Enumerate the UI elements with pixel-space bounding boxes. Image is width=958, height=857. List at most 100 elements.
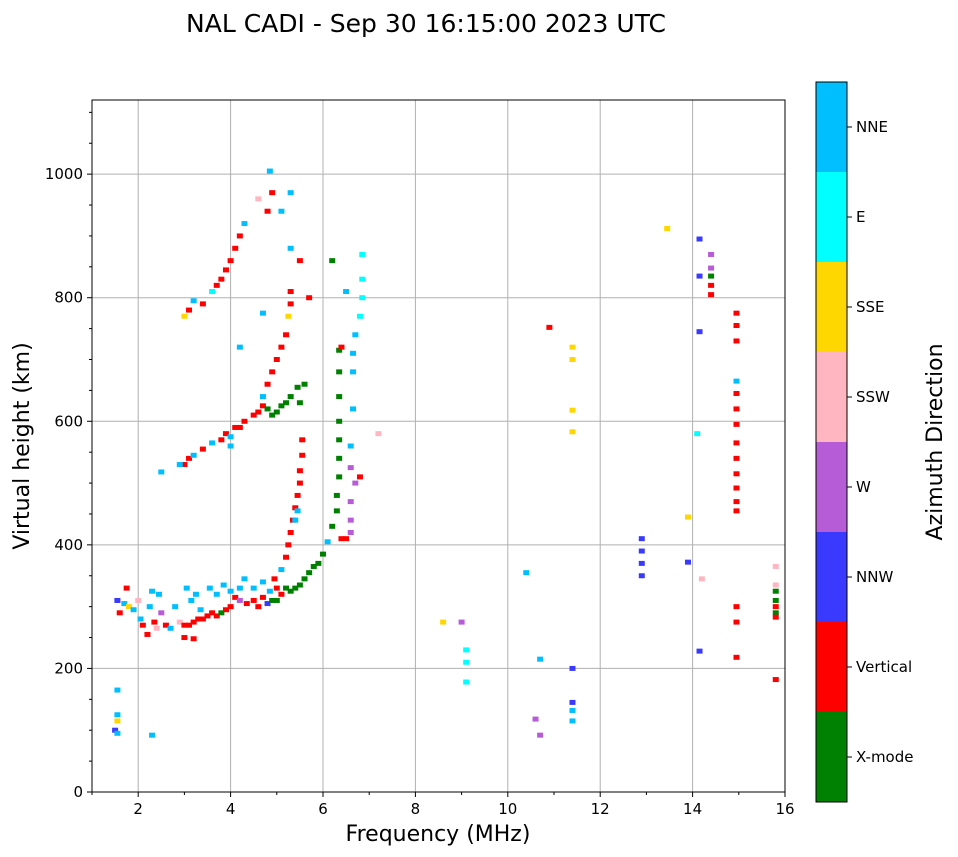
data-point	[259, 594, 266, 600]
data-point	[356, 474, 363, 480]
data-point	[209, 610, 216, 616]
data-point	[278, 344, 285, 350]
data-point	[664, 226, 671, 232]
data-point	[458, 619, 465, 625]
data-point	[121, 601, 128, 607]
data-point	[336, 394, 343, 400]
data-point	[186, 455, 193, 461]
colorbar-tick-label: NNW	[856, 568, 893, 586]
colorbar-segment	[816, 82, 847, 172]
data-point	[151, 619, 158, 625]
data-point	[733, 440, 740, 446]
data-point	[310, 563, 317, 569]
chart-title: NAL CADI - Sep 30 16:15:00 2023 UTC	[186, 9, 666, 38]
y-tick-label: 200	[54, 659, 83, 677]
data-point	[213, 613, 220, 619]
colorbar-tick-label: X-mode	[856, 748, 913, 766]
data-point	[523, 570, 530, 576]
data-point	[112, 727, 119, 733]
data-point	[772, 610, 779, 616]
colorbar-segment	[816, 532, 847, 622]
data-point	[287, 289, 294, 295]
data-point	[241, 418, 248, 424]
data-point	[222, 607, 229, 613]
y-tick-label: 400	[54, 536, 83, 554]
data-point	[144, 631, 151, 637]
data-point	[333, 508, 340, 514]
data-point	[296, 480, 303, 486]
data-point	[220, 582, 227, 588]
data-point	[733, 378, 740, 384]
data-point	[772, 582, 779, 588]
data-point	[772, 604, 779, 610]
data-point	[733, 406, 740, 412]
data-point	[227, 443, 234, 449]
data-point	[137, 616, 144, 622]
data-point	[172, 604, 179, 610]
data-point	[296, 400, 303, 406]
data-point	[259, 579, 266, 585]
colorbar-tick-label: SSW	[856, 388, 890, 406]
data-point	[638, 536, 645, 542]
data-point	[696, 329, 703, 335]
data-point	[283, 585, 290, 591]
data-point	[299, 452, 306, 458]
data-point	[116, 610, 123, 616]
data-point	[350, 406, 357, 412]
y-axis-label: Virtual height (km)	[10, 342, 35, 549]
data-point	[278, 567, 285, 573]
x-axis-ticks: 2 4 6 8 10 12 14 16	[91, 792, 795, 818]
data-point	[347, 465, 354, 471]
data-point	[213, 591, 220, 597]
data-point	[278, 208, 285, 214]
data-point	[266, 588, 273, 594]
data-point	[287, 394, 294, 400]
data-point	[733, 619, 740, 625]
colorbar-segment	[816, 172, 847, 262]
data-point	[266, 168, 273, 174]
data-point	[232, 245, 239, 251]
data-point	[733, 604, 740, 610]
data-point	[255, 604, 262, 610]
data-point	[162, 622, 169, 628]
data-point	[149, 588, 156, 594]
data-point	[336, 437, 343, 443]
data-point	[292, 585, 299, 591]
data-point	[123, 585, 130, 591]
y-axis-ticks: 0 200 400 600 800 1000	[45, 111, 92, 801]
data-point	[733, 390, 740, 396]
data-point	[241, 576, 248, 582]
data-point	[114, 687, 121, 693]
data-point	[708, 282, 715, 288]
data-point	[243, 601, 250, 607]
data-point	[708, 273, 715, 279]
data-point	[733, 455, 740, 461]
data-point	[271, 576, 278, 582]
data-point	[199, 616, 206, 622]
x-tick-label: 6	[318, 800, 328, 818]
y-tick-label: 800	[54, 289, 83, 307]
data-point	[236, 585, 243, 591]
data-point	[301, 576, 308, 582]
data-point	[708, 292, 715, 298]
data-point	[176, 619, 183, 625]
data-point	[294, 492, 301, 498]
data-point	[638, 560, 645, 566]
data-point	[569, 429, 576, 435]
data-point	[222, 267, 229, 273]
data-point	[532, 716, 539, 722]
colorbar-tick-label: W	[856, 478, 871, 496]
data-point	[236, 424, 243, 430]
data-points	[112, 168, 779, 738]
data-point	[218, 610, 225, 616]
colorbar-segment	[816, 352, 847, 442]
data-point	[241, 221, 248, 227]
data-point	[259, 394, 266, 400]
data-point	[336, 418, 343, 424]
data-point	[259, 310, 266, 316]
colorbar-frame	[815, 81, 848, 803]
data-point	[218, 437, 225, 443]
data-point	[306, 570, 313, 576]
data-point	[299, 437, 306, 443]
data-point	[264, 381, 271, 387]
